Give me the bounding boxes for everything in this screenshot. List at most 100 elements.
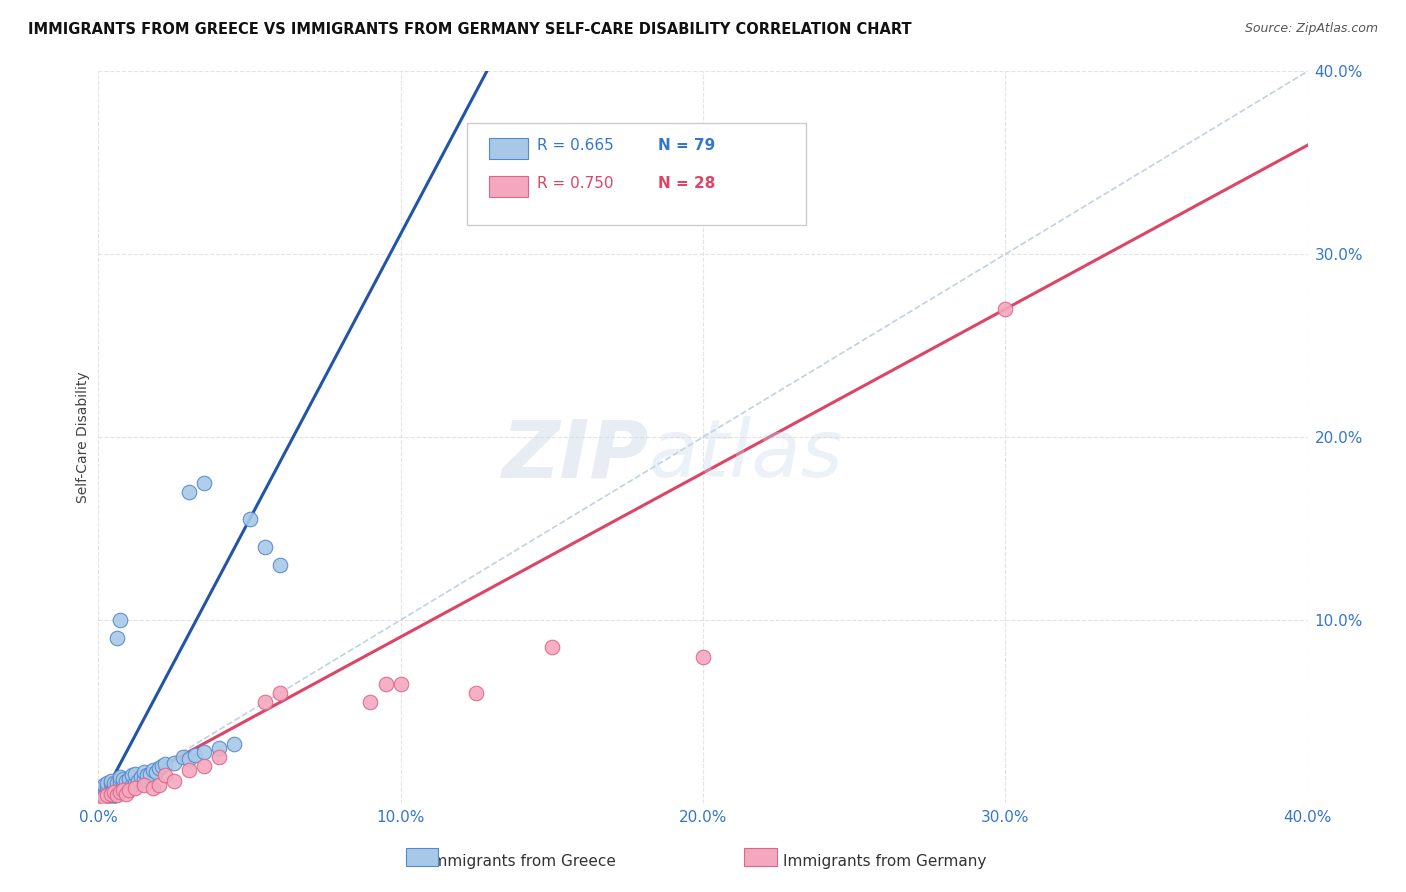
Point [105,787,128,801]
Point [132,772,155,786]
Point [96,792,118,806]
Point [90,792,112,806]
Point [139,766,162,780]
Point [111,772,134,786]
Point [93,785,115,799]
Point [172,750,194,764]
Point [90,790,112,805]
Point [93,787,115,801]
Point [114,773,136,788]
Point [132,778,155,792]
Point [108,613,131,627]
Point [114,787,136,801]
Point [135,768,157,782]
Point [100,775,122,789]
FancyBboxPatch shape [489,176,527,197]
Point [121,778,143,792]
Point [100,773,122,788]
Point [540,640,562,655]
Point [163,756,186,770]
Point [253,540,276,554]
FancyBboxPatch shape [405,848,439,866]
FancyBboxPatch shape [467,122,806,225]
Point [100,789,122,803]
Text: IMMIGRANTS FROM GREECE VS IMMIGRANTS FROM GERMANY SELF-CARE DISABILITY CORRELATI: IMMIGRANTS FROM GREECE VS IMMIGRANTS FRO… [28,22,911,37]
Point [103,778,125,792]
Point [93,778,115,792]
Point [96,783,118,797]
Point [103,785,125,799]
Y-axis label: Self-Care Disability: Self-Care Disability [76,371,90,503]
Point [93,781,115,796]
Point [108,773,131,788]
Point [208,740,231,755]
Point [132,764,155,779]
Point [374,677,396,691]
Text: Source: ZipAtlas.com: Source: ZipAtlas.com [1244,22,1378,36]
Point [184,748,207,763]
Point [93,790,115,805]
Point [103,785,125,799]
Point [179,752,201,766]
Point [93,780,115,794]
Point [142,781,165,796]
Point [100,785,122,799]
Point [129,770,152,784]
Point [100,787,122,801]
FancyBboxPatch shape [489,138,527,159]
Point [108,780,131,794]
Point [100,783,122,797]
Point [179,763,201,777]
Point [150,759,173,773]
Point [208,750,231,764]
Point [153,768,176,782]
Point [93,789,115,803]
Point [193,475,215,490]
Point [124,775,146,789]
Point [96,789,118,803]
Point [96,781,118,796]
Point [193,745,215,759]
Point [114,781,136,796]
Point [118,780,141,794]
Point [108,785,131,799]
Point [105,632,128,646]
Point [96,789,118,803]
Point [103,781,125,796]
Point [103,789,125,803]
Text: Immigrants from Germany: Immigrants from Germany [783,854,986,869]
Point [179,485,201,500]
Point [994,301,1017,317]
Point [90,794,112,808]
Point [389,677,412,691]
Point [111,778,134,792]
Text: R = 0.665: R = 0.665 [537,138,614,153]
Point [253,695,276,709]
Point [90,789,112,803]
Text: ZIP: ZIP [501,417,648,494]
Text: N = 28: N = 28 [658,176,716,191]
FancyBboxPatch shape [744,848,776,866]
Point [100,780,122,794]
Point [100,790,122,805]
Point [96,775,118,789]
Point [269,686,291,700]
Point [90,785,112,799]
Point [105,775,128,789]
Point [224,737,246,751]
Point [121,768,143,782]
Point [127,773,149,788]
Point [239,512,262,526]
Point [96,787,118,801]
Point [145,764,167,779]
Point [103,775,125,789]
Point [360,695,382,709]
Point [93,790,115,805]
Point [93,792,115,806]
Point [111,783,134,797]
Point [105,789,128,803]
Point [103,781,125,796]
Point [118,772,141,786]
Point [153,757,176,772]
Point [90,787,112,801]
